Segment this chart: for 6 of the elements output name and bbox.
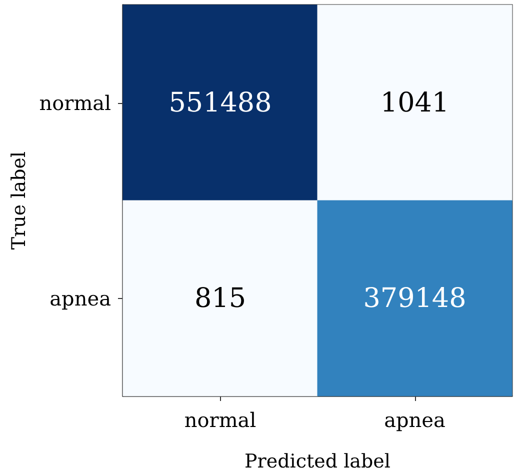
data-label: 551488 [168, 87, 272, 118]
y-axis-title: True label [8, 151, 30, 250]
data-label: 1041 [380, 87, 450, 118]
x-axis-title: Predicted label [244, 450, 390, 472]
data-label: 379148 [363, 282, 466, 314]
data-label: 815 [194, 282, 246, 314]
